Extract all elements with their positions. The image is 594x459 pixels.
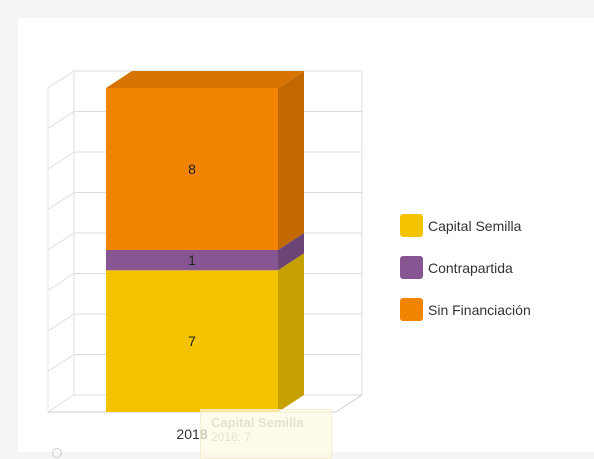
bar-contrapartida xyxy=(106,250,278,271)
legend-item-sin-financiacion[interactable]: Sin Financiación xyxy=(400,298,531,321)
tooltip: Capital Semilla 2018: 7 xyxy=(200,409,332,459)
gridline-side xyxy=(47,151,75,170)
gridline-side xyxy=(47,111,75,129)
gridline-side xyxy=(47,232,75,251)
bar-side-capital-semilla xyxy=(278,253,304,412)
bar-chart: 7 1 8 2018 xyxy=(47,70,363,442)
legend: Capital Semilla Contrapartida Sin Financ… xyxy=(400,214,531,340)
data-label-capital-semilla: 7 xyxy=(188,333,196,349)
legend-swatch-contrapartida xyxy=(400,256,423,279)
legend-item-capital-semilla[interactable]: Capital Semilla xyxy=(400,214,531,237)
data-label-sin-financiaci-n: 8 xyxy=(188,161,196,177)
legend-swatch-sin-financiacion xyxy=(400,298,423,321)
gridline-side xyxy=(47,354,75,372)
legend-label-capital-semilla: Capital Semilla xyxy=(428,217,522,234)
legend-swatch-capital-semilla xyxy=(400,214,423,237)
floor-right-edge xyxy=(335,394,363,413)
bar-top-sin-financiaci-n xyxy=(106,71,304,88)
gridline-side xyxy=(47,313,75,332)
legend-label-sin-financiacion: Sin Financiación xyxy=(428,301,531,318)
bar-side-sin-financiaci-n xyxy=(278,71,304,250)
gridline-side xyxy=(47,273,75,291)
bar-sin-financiaci-n xyxy=(106,88,278,250)
tooltip-value: 2018: 7 xyxy=(211,430,252,444)
x-tick-label: 2018 xyxy=(176,426,207,442)
gridline-side xyxy=(47,70,75,89)
gridline-side xyxy=(47,394,75,413)
gridline-side xyxy=(47,192,75,210)
data-label-contrapartida: 1 xyxy=(188,252,196,268)
bar-side-contrapartida xyxy=(278,233,304,271)
legend-label-contrapartida: Contrapartida xyxy=(428,259,513,276)
tooltip-title: Capital Semilla xyxy=(211,415,304,430)
bar-capital-semilla xyxy=(106,270,278,412)
scroll-indicator-icon xyxy=(52,448,62,458)
chart-card: 7 1 8 2018 Capital Semilla Contrapartida Si… xyxy=(18,18,594,452)
legend-item-contrapartida[interactable]: Contrapartida xyxy=(400,256,531,279)
